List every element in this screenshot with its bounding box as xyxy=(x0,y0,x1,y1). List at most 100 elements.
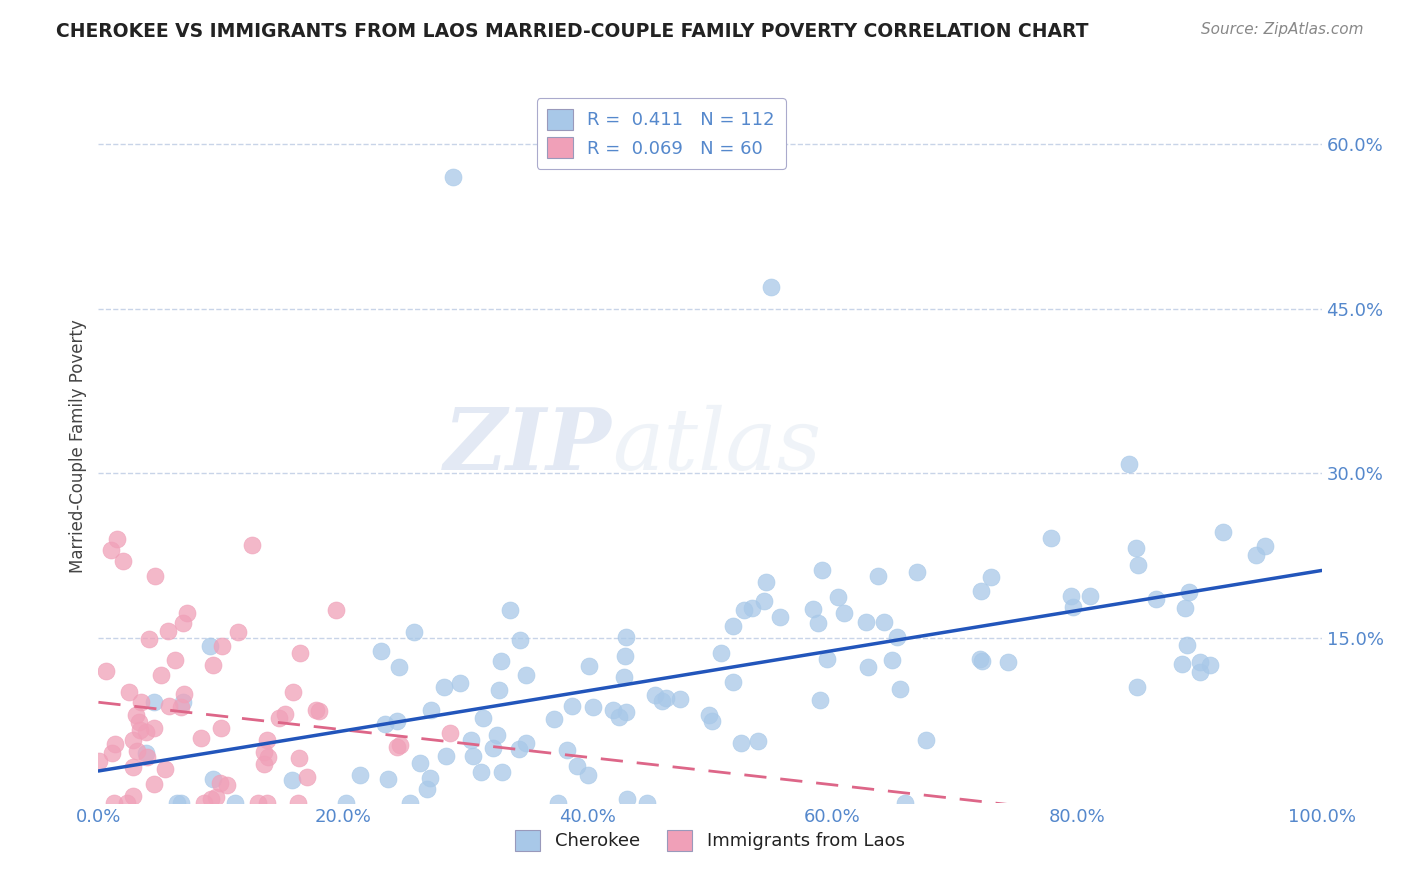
Point xyxy=(385,739,408,754)
Point xyxy=(256,796,278,810)
Point xyxy=(754,574,776,589)
Point xyxy=(1178,584,1201,599)
Point xyxy=(997,655,1019,669)
Point xyxy=(614,705,637,719)
Point xyxy=(1060,589,1083,603)
Point xyxy=(387,714,409,729)
Point xyxy=(461,749,484,764)
Point xyxy=(157,699,180,714)
Point xyxy=(491,764,513,779)
Point xyxy=(208,776,231,790)
Point xyxy=(226,624,249,639)
Point xyxy=(247,796,270,810)
Point xyxy=(489,654,512,668)
Point xyxy=(827,590,849,604)
Point xyxy=(200,792,222,806)
Point xyxy=(655,690,678,705)
Point xyxy=(970,583,993,598)
Point xyxy=(415,782,437,797)
Point xyxy=(404,625,426,640)
Point xyxy=(198,639,221,653)
Point xyxy=(135,747,157,761)
Point xyxy=(508,741,530,756)
Point xyxy=(1246,548,1268,562)
Point xyxy=(894,796,917,810)
Point xyxy=(100,543,122,558)
Point xyxy=(602,703,624,717)
Point xyxy=(409,756,432,771)
Text: atlas: atlas xyxy=(612,405,821,487)
Point xyxy=(128,723,150,737)
Point xyxy=(1039,532,1062,546)
Point xyxy=(172,616,194,631)
Point xyxy=(143,777,166,791)
Point xyxy=(125,707,148,722)
Point xyxy=(172,695,194,709)
Point xyxy=(1144,591,1167,606)
Point xyxy=(129,695,152,709)
Point xyxy=(122,733,145,747)
Point xyxy=(754,594,776,608)
Point xyxy=(370,644,392,658)
Point xyxy=(1118,457,1140,471)
Point xyxy=(555,742,578,756)
Point xyxy=(135,750,157,764)
Point xyxy=(980,570,1002,584)
Point xyxy=(733,603,755,617)
Point xyxy=(882,653,904,667)
Point xyxy=(710,646,733,660)
Point xyxy=(305,703,328,717)
Point xyxy=(470,764,492,779)
Point xyxy=(811,563,834,577)
Point xyxy=(202,772,225,786)
Point xyxy=(224,796,246,810)
Point xyxy=(481,740,503,755)
Point xyxy=(747,734,769,748)
Point xyxy=(439,725,461,739)
Point xyxy=(1080,589,1102,603)
Point xyxy=(499,603,522,617)
Point xyxy=(169,700,191,714)
Point xyxy=(1170,657,1192,671)
Point xyxy=(138,632,160,647)
Point xyxy=(578,659,600,673)
Point xyxy=(419,703,441,717)
Point xyxy=(1174,601,1197,615)
Text: Source: ZipAtlas.com: Source: ZipAtlas.com xyxy=(1201,22,1364,37)
Point xyxy=(1175,638,1198,652)
Point xyxy=(873,615,896,629)
Point xyxy=(325,603,347,617)
Point xyxy=(616,792,638,806)
Point xyxy=(287,796,309,810)
Point xyxy=(267,711,290,725)
Point xyxy=(125,744,148,758)
Point xyxy=(111,554,134,568)
Point xyxy=(170,796,193,810)
Point xyxy=(204,790,226,805)
Point xyxy=(173,687,195,701)
Point xyxy=(142,721,165,735)
Point xyxy=(969,652,991,666)
Point xyxy=(1126,558,1149,573)
Point xyxy=(176,606,198,620)
Point xyxy=(399,796,422,810)
Point xyxy=(433,680,456,694)
Point xyxy=(349,768,371,782)
Point xyxy=(561,698,583,713)
Point xyxy=(565,759,588,773)
Point xyxy=(636,796,658,810)
Point xyxy=(1062,599,1084,614)
Point xyxy=(1125,541,1147,556)
Point xyxy=(257,750,280,764)
Point xyxy=(388,660,411,674)
Point xyxy=(808,693,831,707)
Point xyxy=(697,708,720,723)
Point xyxy=(290,646,312,660)
Point xyxy=(471,711,494,725)
Point xyxy=(377,772,399,786)
Text: ZIP: ZIP xyxy=(444,404,612,488)
Point xyxy=(135,725,157,739)
Point xyxy=(509,633,531,648)
Point xyxy=(488,683,510,698)
Point xyxy=(801,602,824,616)
